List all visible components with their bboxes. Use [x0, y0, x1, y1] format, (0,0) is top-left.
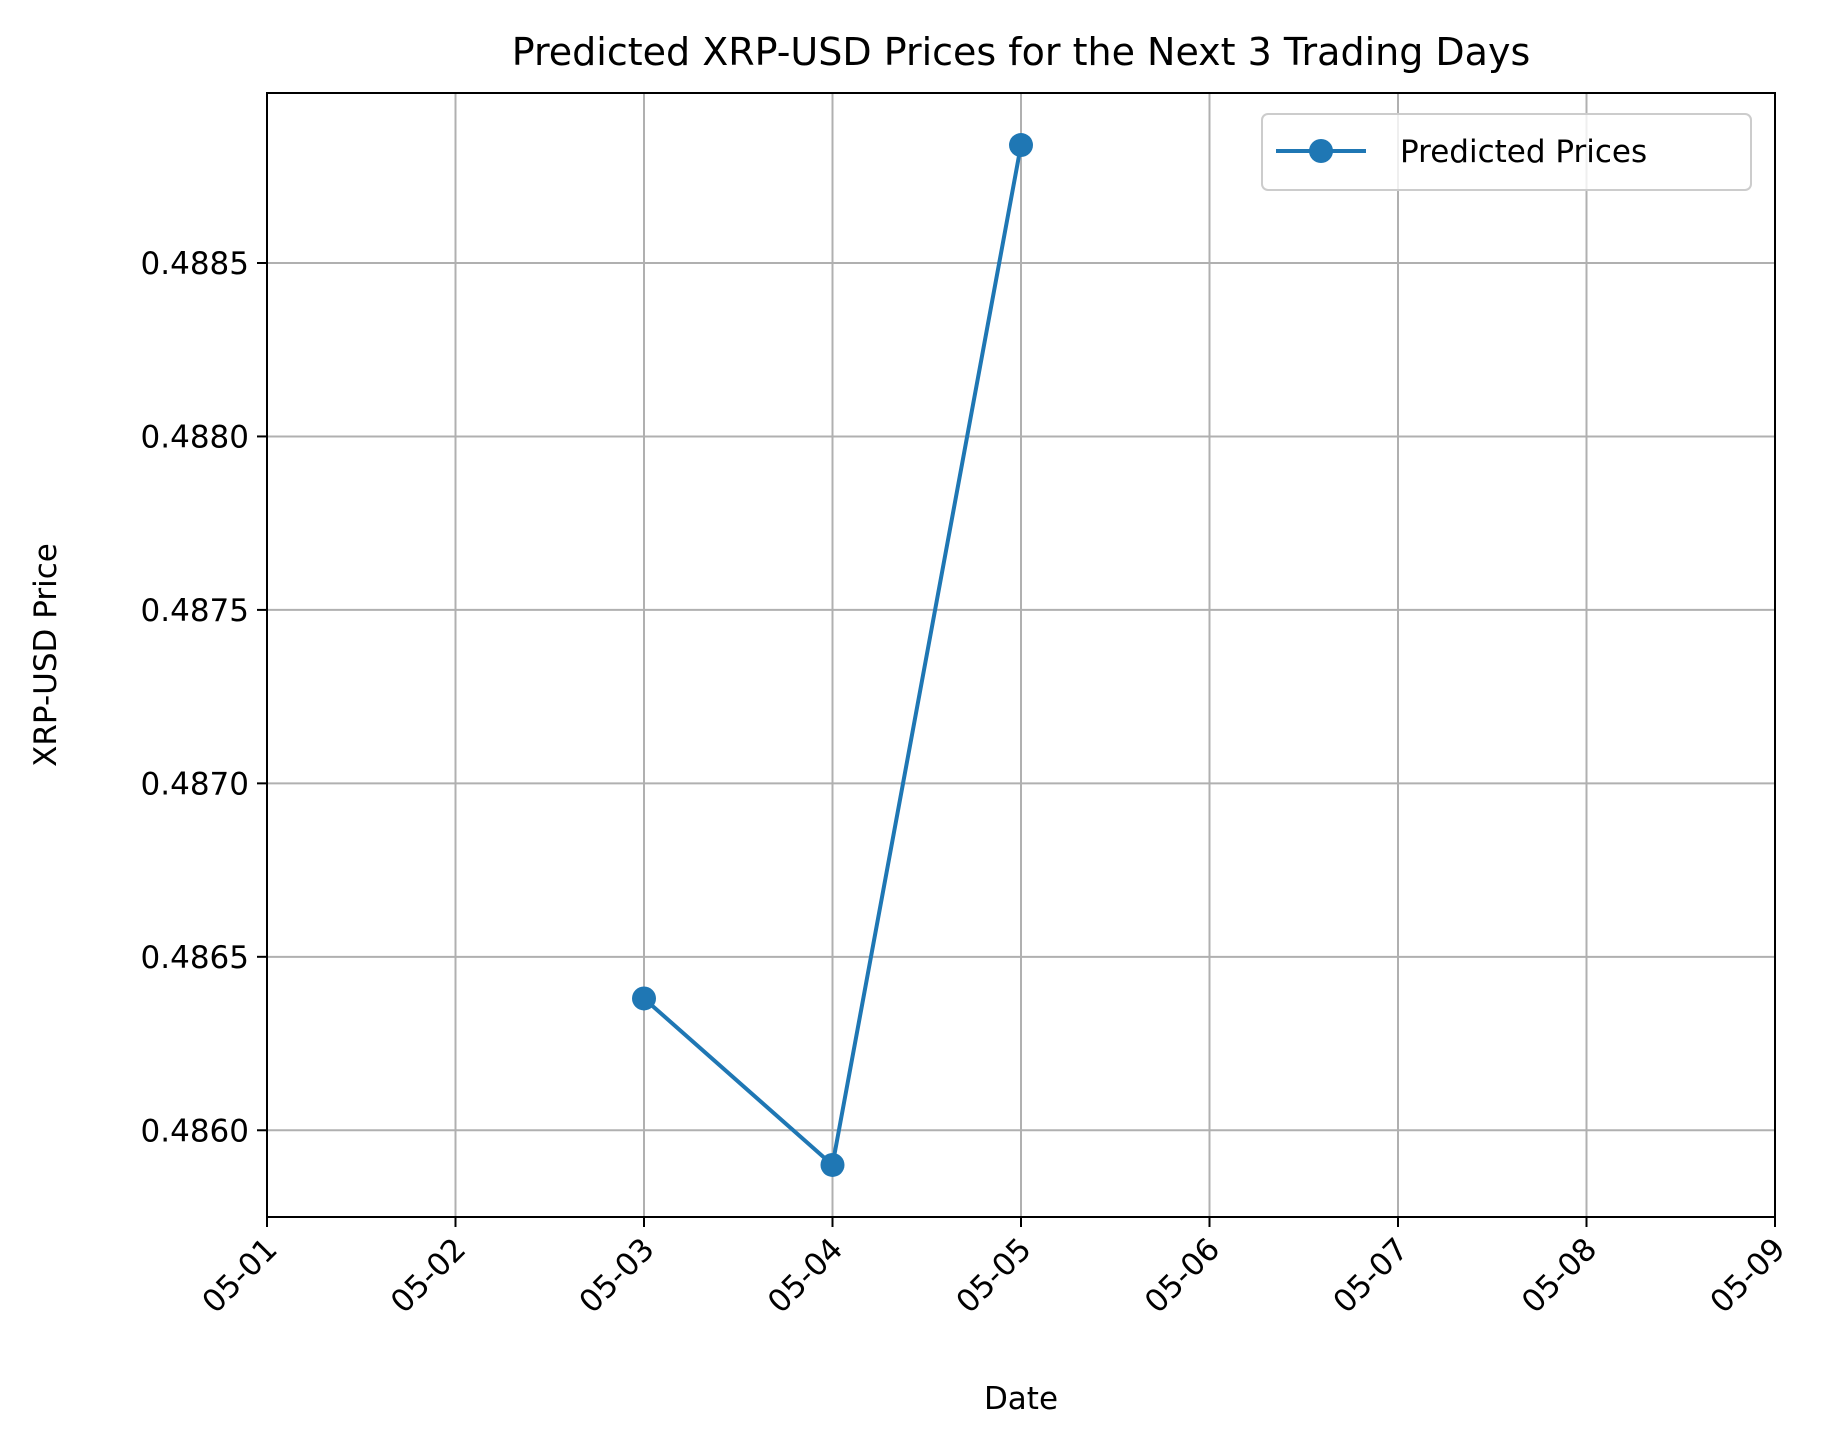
- y-tick-label: 0.4875: [141, 593, 249, 629]
- y-tick-label: 0.4860: [141, 1113, 249, 1149]
- series-layer: [632, 133, 1033, 1177]
- data-point: [1009, 133, 1033, 158]
- x-axis-label: Date: [984, 1381, 1058, 1417]
- y-axis-label: XRP-USD Price: [28, 543, 64, 767]
- y-tick-label: 0.4865: [141, 940, 249, 976]
- legend-marker-sample: [1309, 139, 1333, 163]
- legend-box: [1261, 113, 1752, 191]
- legend: Predicted Prices: [1261, 113, 1752, 191]
- y-tick-label: 0.4870: [141, 766, 249, 802]
- y-axis: 0.4860 0.4865 0.4870 0.4875 0.4880 0.4885: [141, 246, 267, 1149]
- legend-label: Predicted Prices: [1400, 134, 1647, 170]
- y-tick-label: 0.4880: [141, 419, 249, 455]
- chart-title: Predicted XRP-USD Prices for the Next 3 …: [512, 30, 1531, 74]
- grid: [266, 93, 1776, 1217]
- y-tick-label: 0.4885: [141, 246, 249, 282]
- data-point: [820, 1152, 845, 1177]
- data-point: [632, 986, 656, 1011]
